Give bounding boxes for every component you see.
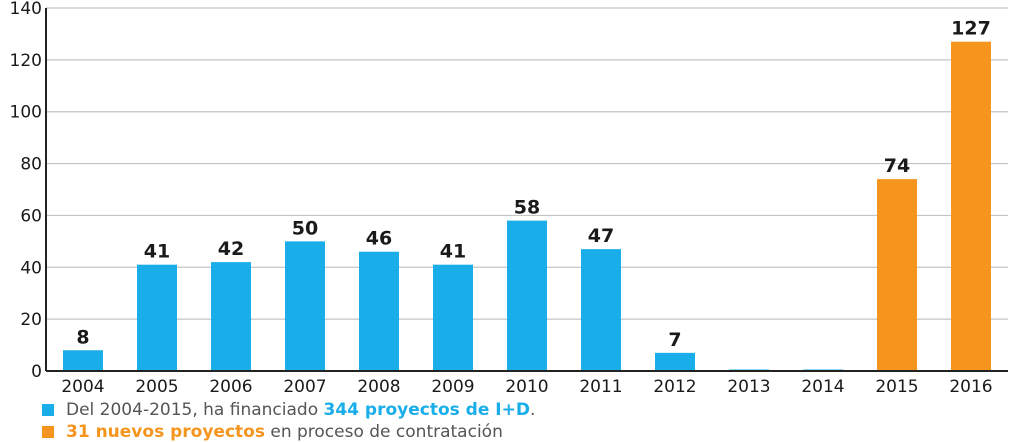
bar-2011 xyxy=(581,249,621,371)
data-label: 50 xyxy=(292,217,318,239)
bars xyxy=(63,41,991,371)
data-label: 58 xyxy=(514,197,540,219)
bar-2004 xyxy=(63,350,103,371)
data-label: 7 xyxy=(668,329,681,351)
bar-2008 xyxy=(359,251,399,371)
legend-new-highlight: 31 nuevos proyectos xyxy=(66,422,265,442)
legend-funded-highlight: 344 proyectos de I+D xyxy=(323,400,530,420)
x-tick-label: 2007 xyxy=(283,377,326,397)
x-tick-label: 2004 xyxy=(61,377,104,397)
y-tick-label: 140 xyxy=(10,0,42,19)
bar-2016 xyxy=(951,41,991,371)
data-label: 46 xyxy=(366,228,392,250)
legend-new-suffix: en proceso de contratación xyxy=(264,422,503,442)
bar-2007 xyxy=(285,241,325,371)
data-label: 74 xyxy=(884,155,910,177)
y-tick-label: 120 xyxy=(10,51,42,71)
bar-2005 xyxy=(137,264,177,371)
x-tick-label: 2012 xyxy=(653,377,696,397)
x-tick-label: 2015 xyxy=(875,377,918,397)
x-tick-label: 2005 xyxy=(135,377,178,397)
data-label: 127 xyxy=(951,18,991,40)
bar-chart: 0 20 40 60 80 100 120 140 8 41 42 50 46 41 58 47 7 74 127… xyxy=(10,0,1008,397)
bar-2012 xyxy=(655,352,695,371)
bar-2015 xyxy=(877,179,917,371)
legend-funded-prefix: Del 2004-2015, ha financiado xyxy=(66,400,324,420)
data-label: 41 xyxy=(440,241,466,263)
x-axis-labels: 2004 2005 2006 2007 2008 2009 2010 2011 2012 2013… xyxy=(61,377,992,397)
y-tick-label: 60 xyxy=(20,206,42,226)
y-tick-label: 80 xyxy=(20,155,42,175)
legend-swatch-funded xyxy=(42,404,54,416)
y-tick-label: 100 xyxy=(10,103,42,123)
data-label: 41 xyxy=(144,241,170,263)
data-labels: 8 41 42 50 46 41 58 47 7 74 127 xyxy=(76,18,990,351)
legend-item-new: 31 nuevos proyectos en proceso de contra… xyxy=(42,422,503,442)
data-label: 42 xyxy=(218,238,244,260)
bar-2006 xyxy=(211,262,251,371)
data-label: 47 xyxy=(588,225,614,247)
legend-item-funded: Del 2004-2015, ha financiado 344 proyect… xyxy=(42,400,535,420)
x-tick-label: 2009 xyxy=(431,377,474,397)
x-tick-label: 2011 xyxy=(579,377,622,397)
data-label: 8 xyxy=(76,326,89,348)
legend-swatch-new xyxy=(42,426,54,438)
x-tick-label: 2014 xyxy=(801,377,844,397)
x-tick-label: 2008 xyxy=(357,377,400,397)
legend-funded-suffix: . xyxy=(529,400,536,420)
x-tick-label: 2013 xyxy=(727,377,770,397)
x-tick-label: 2010 xyxy=(505,377,548,397)
bar-2009 xyxy=(433,264,473,371)
x-tick-label: 2006 xyxy=(209,377,252,397)
y-axis-ticks: 0 20 40 60 80 100 120 140 xyxy=(10,0,42,382)
y-tick-label: 0 xyxy=(31,362,42,382)
y-tick-label: 40 xyxy=(20,258,42,278)
x-tick-label: 2016 xyxy=(949,377,992,397)
gridlines xyxy=(46,7,1008,320)
y-tick-label: 20 xyxy=(20,310,42,330)
bar-2010 xyxy=(507,220,547,371)
